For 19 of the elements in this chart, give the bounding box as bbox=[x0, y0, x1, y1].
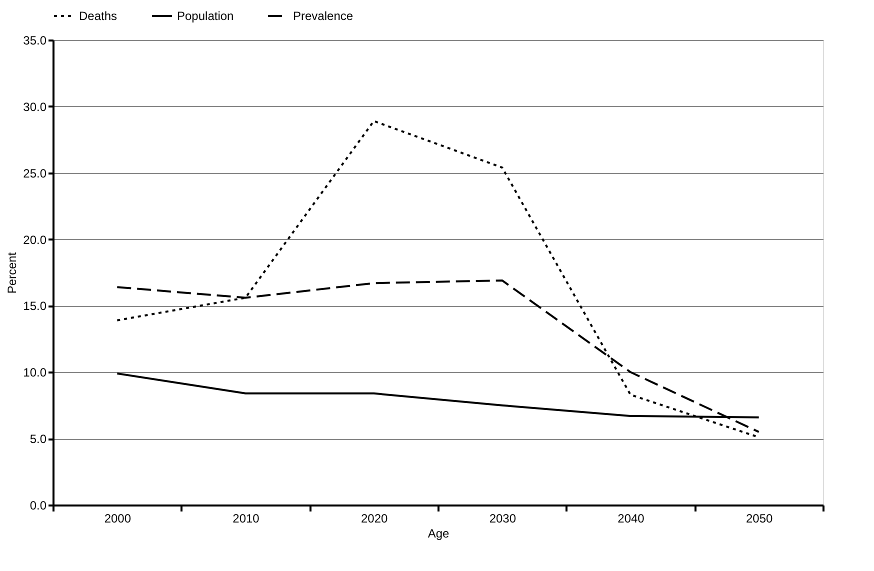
y-axis-title: Percent bbox=[5, 252, 20, 294]
y-tick-label: 10.0 bbox=[23, 366, 47, 380]
y-tick-label: 20.0 bbox=[23, 232, 47, 247]
y-tick-label: 15.0 bbox=[23, 299, 47, 314]
y-tick-label: 25.0 bbox=[23, 166, 47, 180]
x-tick-label: 2000 bbox=[104, 512, 132, 526]
legend-label: Population bbox=[177, 9, 234, 23]
legend-label: Deaths bbox=[79, 9, 118, 23]
x-tick-label: 2030 bbox=[489, 512, 516, 526]
y-tick-label: 5.0 bbox=[30, 432, 47, 446]
y-tick-label: 35.0 bbox=[23, 34, 47, 48]
y-tick-label: 0.0 bbox=[30, 498, 47, 512]
y-tick-label: 30.0 bbox=[23, 100, 47, 114]
x-tick-label: 2040 bbox=[618, 512, 645, 526]
legend-label: Prevalence bbox=[293, 9, 354, 23]
x-tick-label: 2020 bbox=[360, 512, 388, 526]
x-axis-title: Age bbox=[428, 526, 450, 540]
x-tick-label: 2010 bbox=[232, 512, 260, 526]
x-tick-label: 2050 bbox=[746, 512, 774, 526]
